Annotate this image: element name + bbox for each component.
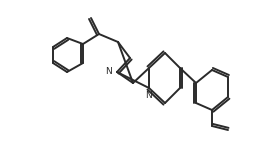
Text: N: N bbox=[146, 91, 152, 100]
Text: N: N bbox=[106, 67, 112, 76]
